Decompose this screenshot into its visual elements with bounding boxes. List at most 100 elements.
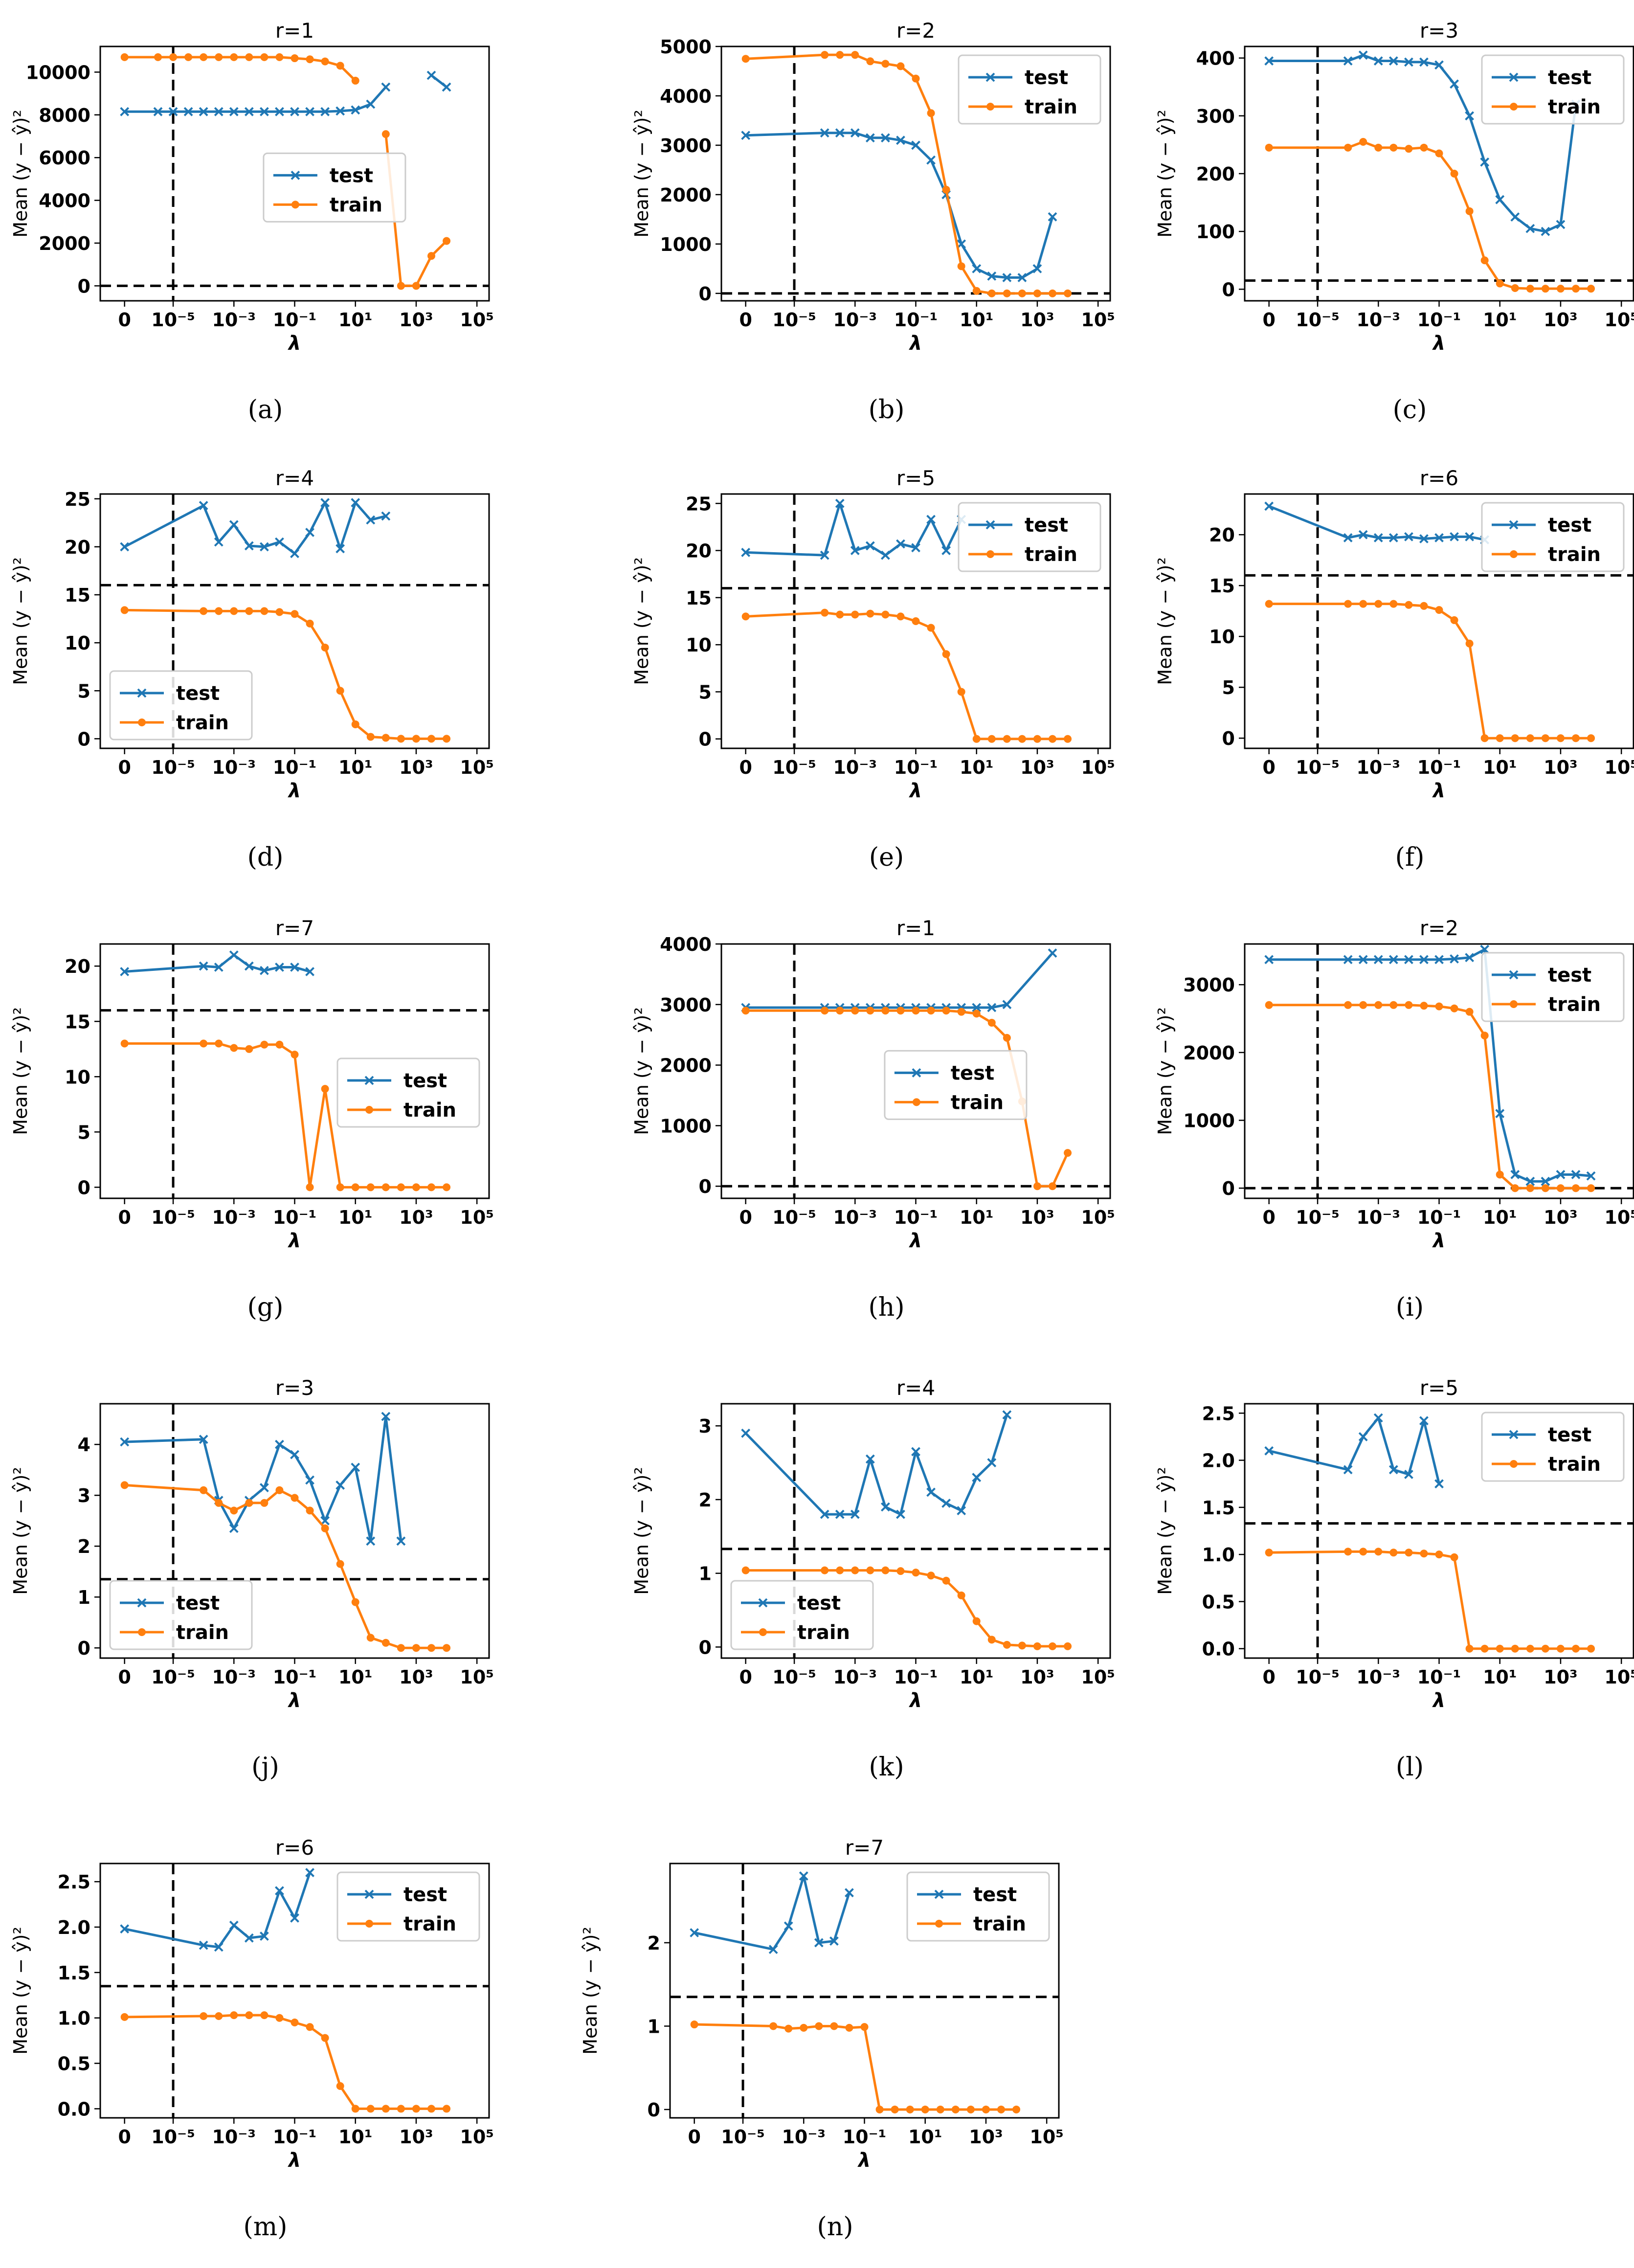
data-point-train: [987, 735, 996, 743]
data-point-train: [972, 287, 981, 295]
x-tick-label: 10⁻³: [212, 2126, 256, 2148]
data-point-train: [321, 57, 329, 66]
y-tick-label: 15: [1209, 575, 1235, 597]
data-point-train: [851, 1566, 859, 1574]
data-point-test: [259, 966, 269, 975]
data-point-train: [443, 1644, 451, 1652]
data-point-train: [291, 1494, 299, 1502]
y-axis-label: Mean (y − ŷ)²: [10, 1927, 31, 2054]
data-point-test: [396, 1536, 406, 1546]
chart-title: r=7: [845, 1836, 884, 1860]
data-point-train: [306, 1506, 314, 1515]
x-tick-label: 10³: [399, 757, 433, 778]
data-point-train: [1265, 143, 1273, 152]
data-point-test: [442, 82, 451, 92]
data-point-train: [1480, 734, 1489, 742]
data-point-train: [1496, 734, 1504, 742]
plot-frame: [99, 943, 490, 1199]
data-point-test: [1541, 1176, 1550, 1186]
data-point-test: [229, 950, 239, 960]
data-point-train: [987, 289, 996, 297]
legend: test train: [958, 54, 1101, 125]
x-tick-label: 0: [688, 2126, 700, 2148]
data-point-test: [199, 1435, 208, 1444]
data-point-train: [987, 1636, 996, 1644]
x-tick-label: 10⁵: [1081, 1207, 1115, 1228]
data-point-test: [1048, 212, 1057, 222]
data-point-test: [1450, 954, 1459, 964]
x-tick-label: 10³: [1020, 309, 1054, 331]
data-point-train: [366, 733, 375, 741]
data-point-train: [1541, 1644, 1549, 1653]
data-point-test: [850, 128, 860, 138]
x-tick-label: 10¹: [960, 757, 994, 778]
y-tick-label: 2000: [39, 233, 90, 254]
legend-marker-test: [1509, 970, 1519, 980]
data-point-train: [351, 76, 359, 85]
x-tick-label: 10⁻³: [212, 1207, 256, 1228]
data-point-train: [1064, 289, 1072, 297]
data-point-test: [120, 1924, 130, 1934]
data-point-train: [443, 2105, 451, 2113]
legend-label-train: train: [330, 194, 382, 216]
legend-marker-train: [986, 550, 994, 558]
chart-panel: r=6 0.0 0.5 1.0 1.5 2.0 2.5 0 10⁻⁵ 10⁻³ 10⁻¹ 10¹ 10³…: [10, 1836, 494, 2242]
x-tick-label: 10³: [1544, 757, 1578, 778]
data-point-test: [880, 550, 890, 560]
data-point-test: [1404, 57, 1413, 67]
plot-frame: [720, 1403, 1111, 1659]
data-point-train: [912, 1569, 920, 1577]
data-point-train: [245, 607, 253, 615]
data-point-train: [1420, 1002, 1428, 1010]
x-tick-label: 10¹: [960, 1207, 994, 1228]
x-tick-label: 10⁵: [1081, 757, 1115, 778]
y-tick-label: 2: [78, 1536, 90, 1557]
y-tick-label: 0: [648, 2099, 660, 2121]
data-point-train: [741, 1566, 750, 1574]
x-tick-label: 10⁻¹: [1417, 1666, 1461, 1688]
x-tick-label: 10⁻³: [1356, 1666, 1400, 1688]
legend: test train: [109, 670, 253, 741]
y-axis-label: Mean (y − ŷ)²: [10, 1007, 31, 1135]
data-point-train: [957, 262, 965, 270]
data-point-test: [1358, 530, 1368, 539]
data-point-train: [927, 1007, 935, 1015]
data-point-test: [1373, 1413, 1383, 1423]
data-point-test: [880, 1502, 890, 1512]
data-point-train: [1435, 1550, 1443, 1559]
x-tick-label: 10⁻³: [782, 2126, 826, 2148]
data-point-train: [120, 2013, 129, 2021]
data-point-test: [1495, 195, 1505, 204]
x-axis-label: λ: [1432, 1230, 1445, 1252]
data-point-test: [1358, 1432, 1368, 1441]
chart-panel: r=3 0 1 2 3 4 0 10⁻⁵ 10⁻³ 10⁻¹ 10¹ 10³ 10⁵ λ Mean (y −…: [10, 1376, 494, 1782]
y-tick-label: 5: [1222, 677, 1235, 698]
data-point-test: [926, 515, 936, 524]
data-point-train: [912, 1007, 920, 1015]
data-point-test: [1388, 955, 1398, 965]
data-point-train: [260, 1499, 269, 1507]
legend-label-test: test: [176, 682, 220, 705]
x-tick-label: 10⁵: [1081, 309, 1115, 331]
data-point-train: [741, 1007, 750, 1015]
data-point-test: [1434, 533, 1444, 542]
series-line-test: [745, 952, 1053, 1009]
data-point-train: [851, 610, 859, 619]
chart-title: r=5: [1420, 1376, 1458, 1400]
data-point-train: [741, 612, 750, 621]
data-point-train: [1359, 600, 1367, 608]
data-point-train: [275, 1040, 284, 1049]
x-tick-label: 10⁻⁵: [772, 757, 816, 778]
data-point-train: [366, 1634, 375, 1642]
y-axis-label: Mean (y − ŷ)²: [10, 110, 31, 237]
data-point-test: [1002, 273, 1012, 282]
y-tick-label: 5: [78, 680, 90, 702]
data-point-train: [1344, 143, 1352, 152]
data-point-train: [275, 53, 284, 61]
data-point-train: [1033, 735, 1041, 743]
data-point-test: [229, 107, 239, 116]
data-point-test: [120, 967, 130, 976]
data-point-test: [1264, 56, 1274, 66]
data-point-test: [1419, 534, 1429, 543]
data-point-train: [120, 1039, 129, 1048]
